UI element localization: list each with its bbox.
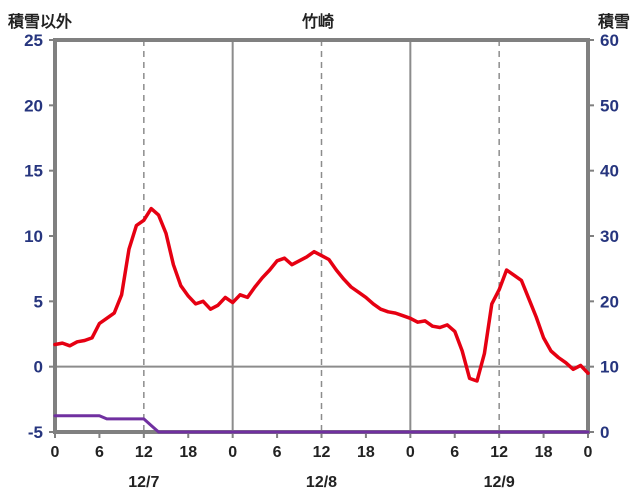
hour-label: 0 [51, 444, 60, 461]
hour-label: 18 [179, 444, 197, 461]
hour-label: 6 [95, 444, 104, 461]
left-axis-label: 10 [24, 227, 43, 246]
snow-depth-line [53, 414, 590, 434]
date-label: 12/7 [128, 474, 159, 491]
right-axis-label: 0 [600, 423, 609, 442]
left-axis-title: 積雪以外 [8, 14, 73, 31]
hour-label: 18 [357, 444, 375, 461]
left-axis-label: 5 [34, 292, 43, 311]
left-axis-label: -5 [28, 423, 43, 442]
right-axis-title: 積雪 [597, 14, 630, 31]
left-axis-label: 15 [24, 162, 43, 181]
temperature-line [53, 206, 590, 383]
right-axis-label: 10 [600, 358, 619, 377]
hour-label: 6 [273, 444, 282, 461]
right-axis-label: 30 [600, 227, 619, 246]
left-axis-label: 20 [24, 96, 43, 115]
hour-label: 18 [535, 444, 553, 461]
date-label: 12/9 [484, 474, 515, 491]
hour-label: 12 [135, 444, 153, 461]
left-axis-label: 25 [24, 31, 43, 50]
hour-label: 12 [490, 444, 508, 461]
right-axis-label: 40 [600, 162, 619, 181]
left-axis-label: 0 [34, 358, 43, 377]
hour-label: 12 [313, 444, 331, 461]
hour-label: 6 [450, 444, 459, 461]
chart-title: 竹崎 [301, 14, 334, 31]
date-label: 12/8 [306, 474, 337, 491]
hour-label: 0 [228, 444, 237, 461]
hour-label: 0 [406, 444, 415, 461]
right-axis-label: 60 [600, 31, 619, 50]
right-axis-label: 20 [600, 292, 619, 311]
hour-label: 0 [584, 444, 593, 461]
right-axis-label: 50 [600, 96, 619, 115]
